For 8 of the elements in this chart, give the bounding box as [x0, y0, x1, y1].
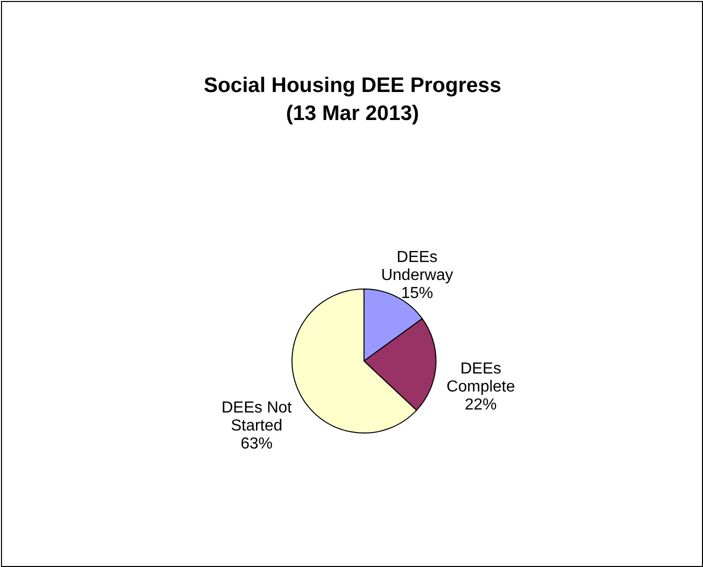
data-label: 22%: [464, 396, 497, 414]
slice-label: DEEs Underway: [381, 248, 454, 284]
data-label: 15%: [401, 284, 434, 302]
data-label: 63%: [240, 435, 273, 452]
slice-label: DEEs Not Started: [222, 399, 292, 434]
slice-label: DEEs Complete: [446, 360, 516, 396]
chart-title: Social Housing DEE Progress: [204, 74, 502, 97]
chart-subtitle: (13 Mar 2013): [286, 102, 420, 125]
